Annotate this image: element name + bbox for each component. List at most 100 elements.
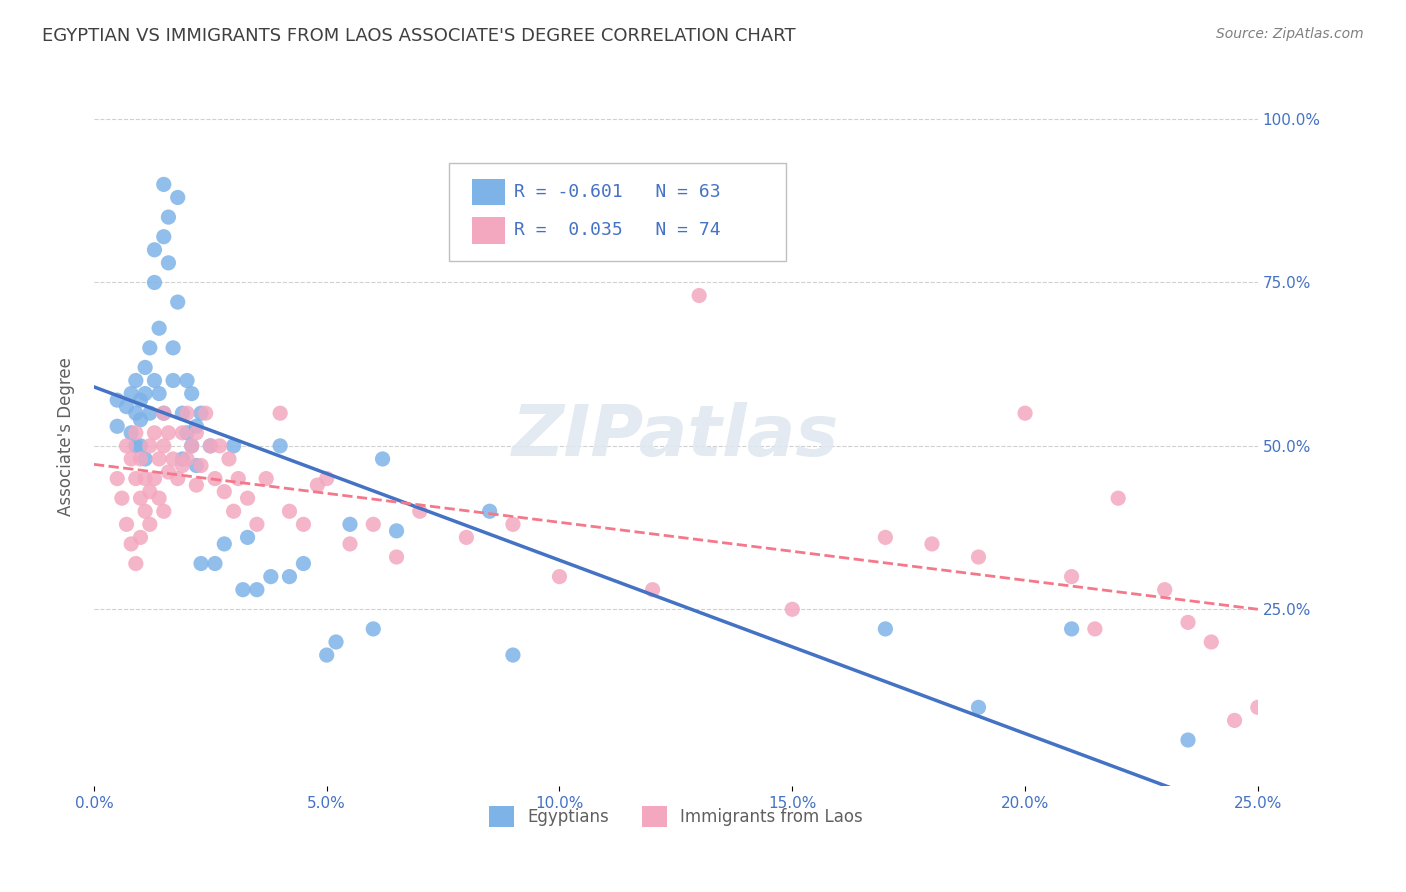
Point <box>180 439 202 453</box>
Point <box>172 425 194 440</box>
Point <box>148 452 170 467</box>
Point <box>115 400 138 414</box>
Point <box>162 452 184 467</box>
Point <box>361 622 384 636</box>
Point <box>166 295 188 310</box>
Point <box>120 425 142 440</box>
Point <box>129 452 152 467</box>
Point <box>105 393 128 408</box>
Point <box>1177 615 1199 630</box>
Point <box>186 478 208 492</box>
Point <box>222 439 245 453</box>
Point <box>152 229 174 244</box>
Point <box>325 635 347 649</box>
Point <box>134 504 156 518</box>
Point <box>148 386 170 401</box>
Point <box>129 439 152 453</box>
Point <box>1153 582 1175 597</box>
Point <box>875 530 897 544</box>
Point <box>254 472 277 486</box>
Point <box>1060 569 1083 583</box>
Point <box>129 413 152 427</box>
Point <box>152 439 174 453</box>
Point <box>162 374 184 388</box>
Point <box>129 491 152 505</box>
Point <box>1014 406 1036 420</box>
Point <box>162 341 184 355</box>
Point <box>222 504 245 518</box>
Point <box>200 439 222 453</box>
Point <box>292 517 315 532</box>
Point <box>186 425 208 440</box>
Text: Source: ZipAtlas.com: Source: ZipAtlas.com <box>1216 27 1364 41</box>
Legend: Egyptians, Immigrants from Laos: Egyptians, Immigrants from Laos <box>482 800 870 833</box>
Point <box>172 458 194 473</box>
Point <box>148 321 170 335</box>
Point <box>315 472 337 486</box>
Point <box>143 276 166 290</box>
Point <box>157 210 180 224</box>
Point <box>226 472 249 486</box>
Point <box>246 582 269 597</box>
Point <box>875 622 897 636</box>
Point <box>292 557 315 571</box>
Point <box>780 602 803 616</box>
Point <box>1177 733 1199 747</box>
Point <box>134 360 156 375</box>
Point <box>125 439 148 453</box>
Point <box>339 537 361 551</box>
Point <box>125 374 148 388</box>
Point <box>967 549 990 564</box>
Point <box>143 472 166 486</box>
Point <box>129 530 152 544</box>
Point <box>157 425 180 440</box>
Point <box>139 341 162 355</box>
Point <box>548 569 571 583</box>
Point <box>139 484 162 499</box>
Point <box>105 472 128 486</box>
Point <box>204 472 226 486</box>
Point <box>152 178 174 192</box>
Point <box>166 190 188 204</box>
Point <box>172 452 194 467</box>
Point <box>190 406 212 420</box>
Point <box>176 452 198 467</box>
Point <box>278 569 301 583</box>
Point <box>218 452 240 467</box>
Text: R =  0.035   N = 74: R = 0.035 N = 74 <box>515 221 721 239</box>
Point <box>152 406 174 420</box>
Point <box>111 491 134 505</box>
Point <box>232 582 254 597</box>
Point <box>315 648 337 662</box>
Point <box>208 439 231 453</box>
Point <box>278 504 301 518</box>
Point <box>125 472 148 486</box>
Point <box>125 406 148 420</box>
Point <box>143 425 166 440</box>
Point <box>139 406 162 420</box>
Point <box>115 439 138 453</box>
Point <box>236 491 259 505</box>
Y-axis label: Associate's Degree: Associate's Degree <box>58 357 75 516</box>
Point <box>502 648 524 662</box>
Point <box>409 504 432 518</box>
Point <box>134 472 156 486</box>
Point <box>214 484 236 499</box>
FancyBboxPatch shape <box>472 178 505 205</box>
Point <box>180 386 202 401</box>
Point <box>921 537 943 551</box>
Text: ZIPatlas: ZIPatlas <box>512 401 839 471</box>
Point <box>143 374 166 388</box>
Point <box>1060 622 1083 636</box>
Point <box>1223 714 1246 728</box>
Point <box>129 393 152 408</box>
Point <box>236 530 259 544</box>
Point <box>260 569 283 583</box>
Point <box>180 439 202 453</box>
Point <box>120 386 142 401</box>
Point <box>190 557 212 571</box>
Point <box>134 452 156 467</box>
Point <box>385 549 408 564</box>
FancyBboxPatch shape <box>472 217 505 244</box>
Point <box>152 406 174 420</box>
